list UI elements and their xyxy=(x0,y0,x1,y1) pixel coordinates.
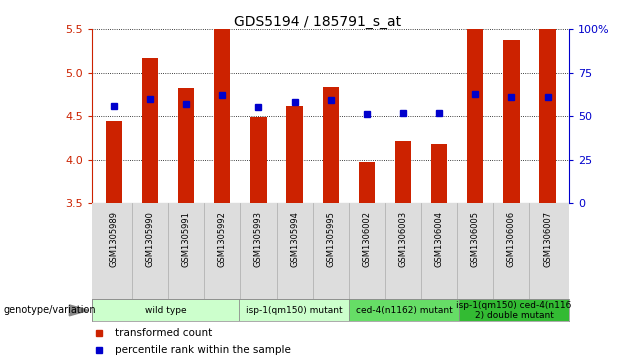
Text: GSM1306004: GSM1306004 xyxy=(434,211,444,267)
Text: wild type: wild type xyxy=(145,306,186,315)
Text: isp-1(qm150) ced-4(n116
2) double mutant: isp-1(qm150) ced-4(n116 2) double mutant xyxy=(457,301,572,320)
Bar xyxy=(286,106,303,203)
Text: GSM1305994: GSM1305994 xyxy=(290,211,299,267)
Text: percentile rank within the sample: percentile rank within the sample xyxy=(115,345,291,355)
Bar xyxy=(349,299,459,321)
Bar xyxy=(467,29,483,203)
Text: isp-1(qm150) mutant: isp-1(qm150) mutant xyxy=(245,306,342,315)
Text: GSM1305993: GSM1305993 xyxy=(254,211,263,267)
Text: GSM1306006: GSM1306006 xyxy=(507,211,516,267)
Text: GSM1305991: GSM1305991 xyxy=(182,211,191,267)
Text: GSM1306007: GSM1306007 xyxy=(543,211,552,267)
Bar xyxy=(322,87,339,203)
Bar xyxy=(459,299,569,321)
Text: GSM1305992: GSM1305992 xyxy=(218,211,227,267)
Text: GSM1306003: GSM1306003 xyxy=(399,211,408,267)
Text: transformed count: transformed count xyxy=(115,328,212,338)
Bar xyxy=(142,58,158,203)
Bar xyxy=(106,121,122,203)
Bar xyxy=(251,117,266,203)
Text: GSM1306002: GSM1306002 xyxy=(363,211,371,267)
Bar xyxy=(178,88,195,203)
Bar xyxy=(92,299,239,321)
Bar xyxy=(214,29,230,203)
Bar xyxy=(395,140,411,203)
Bar xyxy=(539,29,556,203)
Bar xyxy=(239,299,349,321)
Bar xyxy=(359,162,375,203)
Text: GSM1305990: GSM1305990 xyxy=(146,211,155,267)
Bar xyxy=(503,40,520,203)
Text: GSM1305995: GSM1305995 xyxy=(326,211,335,267)
Polygon shape xyxy=(69,305,88,316)
Text: GDS5194 / 185791_s_at: GDS5194 / 185791_s_at xyxy=(235,15,401,29)
Text: GSM1305989: GSM1305989 xyxy=(109,211,118,267)
Text: ced-4(n1162) mutant: ced-4(n1162) mutant xyxy=(356,306,452,315)
Text: genotype/variation: genotype/variation xyxy=(3,305,96,315)
Bar xyxy=(431,144,447,203)
Text: GSM1306005: GSM1306005 xyxy=(471,211,480,267)
